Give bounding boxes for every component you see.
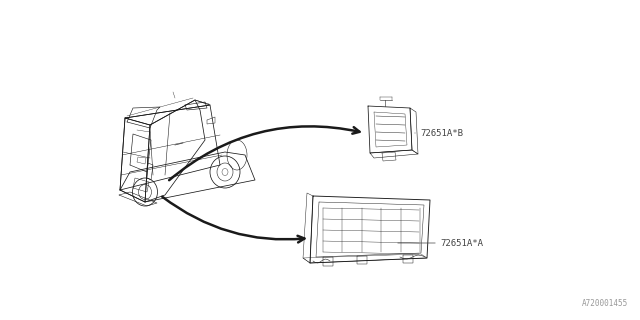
Text: A720001455: A720001455	[582, 299, 628, 308]
Text: 72651A*A: 72651A*A	[440, 238, 483, 247]
Text: 72651A*B: 72651A*B	[420, 129, 463, 138]
